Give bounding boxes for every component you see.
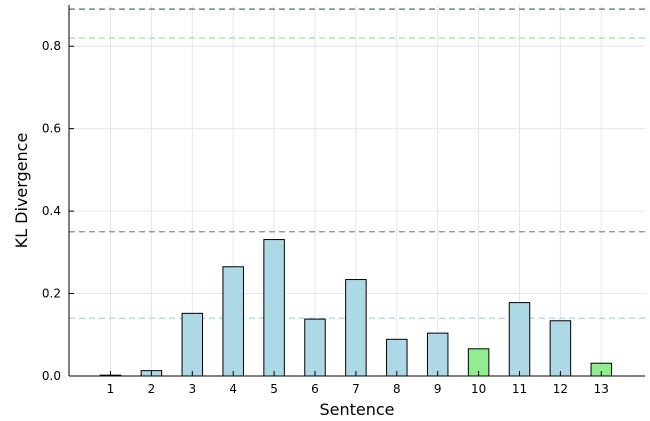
- x-tick-label: 3: [188, 382, 196, 396]
- bar-sentence-6: [304, 318, 326, 377]
- x-tick-label: 1: [107, 382, 115, 396]
- x-tick-label: 12: [553, 382, 568, 396]
- y-tick-label: 0.4: [42, 204, 61, 218]
- x-tick-label: 6: [311, 382, 319, 396]
- axes: [68, 5, 645, 377]
- x-tick-label: 8: [393, 382, 401, 396]
- x-axis-title: Sentence: [319, 400, 394, 419]
- y-axis-title: KL Divergence: [12, 133, 31, 249]
- bar-sentence-3: [181, 312, 204, 377]
- x-tick-label: 10: [471, 382, 486, 396]
- x-tick-label: 5: [270, 382, 278, 396]
- reference-lines: [69, 8, 645, 319]
- bar-sentence-8: [386, 338, 408, 377]
- y-tick-label: 0.8: [42, 39, 61, 53]
- bar-sentence-12: [549, 320, 572, 377]
- bar-sentence-11: [508, 302, 531, 377]
- bar-sentence-7: [345, 279, 367, 377]
- y-tick-label: 0.2: [42, 287, 61, 301]
- y-tick-label: 0.0: [42, 369, 61, 383]
- grid: [69, 5, 645, 377]
- bar-sentence-9: [426, 332, 449, 377]
- bar-sentence-5: [263, 239, 285, 377]
- y-tick-label: 0.6: [42, 122, 61, 136]
- x-tick-label: 4: [229, 382, 237, 396]
- x-tick-label: 11: [512, 382, 527, 396]
- x-tick-label: 7: [352, 382, 360, 396]
- x-tick-label: 9: [434, 382, 442, 396]
- tick-labels: 0.00.20.40.60.81 2 3 4 5 6 7 8 9 10 11 12 13: [42, 39, 609, 396]
- bar-sentence-4: [222, 266, 244, 377]
- x-tick-label: 13: [594, 382, 609, 396]
- x-tick-label: 2: [148, 382, 156, 396]
